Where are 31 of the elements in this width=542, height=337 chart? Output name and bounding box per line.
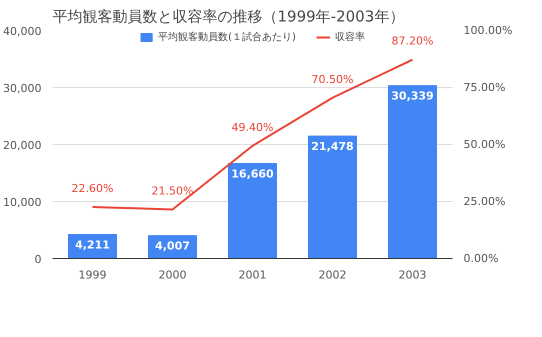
- data-label: 22.60%: [72, 182, 114, 195]
- x-tick-label: 1999: [78, 268, 107, 282]
- data-label: 30,339: [391, 90, 434, 103]
- x-tick-label: 2002: [318, 268, 347, 282]
- legend-label: 平均観客動員数(１試合あたり): [158, 30, 296, 44]
- data-label: 4,007: [155, 240, 190, 253]
- data-label: 87.20%: [392, 34, 434, 48]
- bar: [388, 85, 437, 258]
- y2-tick-label: 50.00%: [464, 138, 506, 151]
- data-label: 16,660: [231, 168, 274, 181]
- chart-title: 平均観客動員数と収容率の推移（1999年-2003年）: [52, 8, 404, 26]
- y2-tick-label: 25.00%: [464, 195, 506, 208]
- y-tick-label: 10,000: [3, 196, 42, 209]
- legend-label: 収容率: [334, 30, 365, 44]
- y-tick-label: 40,000: [3, 25, 42, 38]
- data-label: 4,211: [75, 238, 110, 252]
- y-tick-label: 30,000: [3, 82, 42, 95]
- y2-tick-label: 75.00%: [464, 81, 506, 94]
- x-tick-label: 2001: [238, 268, 267, 282]
- y-tick-label: 0: [34, 253, 42, 266]
- y2-tick-label: 0.00%: [464, 252, 498, 265]
- y-tick-label: 20,000: [3, 139, 42, 152]
- x-tick-label: 2003: [398, 268, 427, 282]
- bar: [228, 163, 277, 258]
- data-label: 21,478: [311, 140, 354, 154]
- bar: [308, 136, 357, 258]
- x-tick-label: 2000: [158, 268, 187, 282]
- data-label: 49.40%: [232, 120, 274, 134]
- data-label: 21.50%: [152, 184, 194, 198]
- data-label: 70.50%: [312, 72, 354, 86]
- y2-tick-label: 100.00%: [464, 24, 512, 37]
